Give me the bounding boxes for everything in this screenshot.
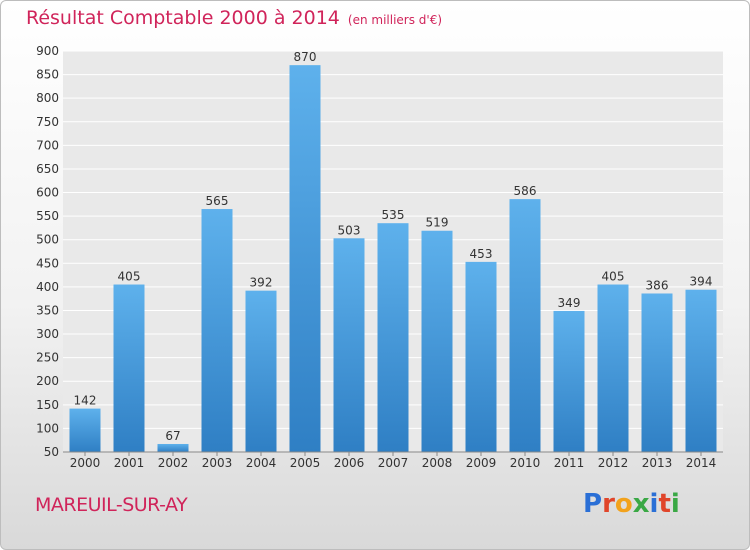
x-tick-label: 2002 xyxy=(158,456,189,470)
logo-letter: x xyxy=(632,489,650,519)
chart-title-text: Résultat Comptable 2000 à 2014 xyxy=(26,7,340,29)
logo-letter: o xyxy=(614,489,633,519)
x-tick-label: 2005 xyxy=(290,456,321,470)
y-tick-label: 50 xyxy=(44,445,59,459)
x-tick-label: 2009 xyxy=(466,456,497,470)
bar-value-label: 67 xyxy=(165,429,180,443)
logo-letter: i xyxy=(649,489,659,519)
bar xyxy=(245,290,277,452)
y-tick-label: 350 xyxy=(36,303,59,317)
logo-letter: t xyxy=(658,489,671,519)
bar xyxy=(113,284,145,452)
bar-value-label: 405 xyxy=(118,270,141,284)
y-tick-label: 850 xyxy=(36,68,59,82)
y-tick-label: 400 xyxy=(36,280,59,294)
x-tick-label: 2000 xyxy=(70,456,101,470)
bar-value-label: 394 xyxy=(690,275,713,289)
chart-subtitle: (en milliers d'€) xyxy=(347,13,443,27)
x-tick-label: 2010 xyxy=(510,456,541,470)
bar xyxy=(157,443,189,452)
x-tick-label: 2004 xyxy=(246,456,277,470)
bar-value-label: 503 xyxy=(338,223,361,237)
x-tick-label: 2008 xyxy=(422,456,453,470)
bar-value-label: 870 xyxy=(294,50,317,64)
y-tick-label: 700 xyxy=(36,138,59,152)
y-tick-label: 550 xyxy=(36,209,59,223)
x-tick-label: 2013 xyxy=(642,456,673,470)
y-tick-label: 750 xyxy=(36,115,59,129)
bar xyxy=(685,289,717,452)
y-tick-label: 900 xyxy=(36,44,59,58)
logo-letter: r xyxy=(602,489,615,519)
logo-letter: P xyxy=(583,489,603,519)
y-tick-label: 500 xyxy=(36,233,59,247)
bar-value-label: 586 xyxy=(514,184,537,198)
bar-value-label: 386 xyxy=(646,278,669,292)
y-tick-label: 200 xyxy=(36,374,59,388)
bar xyxy=(465,261,497,452)
y-tick-label: 650 xyxy=(36,162,59,176)
y-tick-label: 150 xyxy=(36,398,59,412)
bar-value-label: 349 xyxy=(558,296,581,310)
bar xyxy=(377,223,409,452)
bar-value-label: 405 xyxy=(602,270,625,284)
bar-value-label: 565 xyxy=(206,194,229,208)
bar xyxy=(201,209,233,452)
place-name: MAREUIL-SUR-AY xyxy=(35,494,188,516)
y-tick-label: 600 xyxy=(36,186,59,200)
bar-value-label: 453 xyxy=(470,247,493,261)
y-tick-label: 300 xyxy=(36,327,59,341)
bar-value-label: 392 xyxy=(250,276,273,290)
x-tick-label: 2007 xyxy=(378,456,409,470)
x-tick-label: 2014 xyxy=(686,456,717,470)
y-tick-label: 100 xyxy=(36,421,59,435)
bar xyxy=(333,238,365,452)
bar-value-label: 142 xyxy=(74,394,97,408)
x-tick-label: 2006 xyxy=(334,456,365,470)
x-tick-label: 2003 xyxy=(202,456,233,470)
proxiti-logo: Proxiti xyxy=(583,489,680,519)
bar xyxy=(597,284,629,452)
x-tick-label: 2011 xyxy=(554,456,585,470)
y-tick-label: 450 xyxy=(36,256,59,270)
x-tick-label: 2001 xyxy=(114,456,145,470)
bar-value-label: 519 xyxy=(426,216,449,230)
logo-letter: i xyxy=(670,489,680,519)
bar xyxy=(553,310,585,452)
bar-value-label: 535 xyxy=(382,208,405,222)
chart-title: Résultat Comptable 2000 à 2014 (en millie… xyxy=(26,7,442,29)
bar xyxy=(69,408,101,452)
bar xyxy=(421,230,453,452)
y-tick-label: 800 xyxy=(36,91,59,105)
y-tick-label: 250 xyxy=(36,351,59,365)
bar xyxy=(289,65,321,452)
bar xyxy=(641,293,673,452)
x-tick-label: 2012 xyxy=(598,456,629,470)
bar xyxy=(509,199,541,452)
